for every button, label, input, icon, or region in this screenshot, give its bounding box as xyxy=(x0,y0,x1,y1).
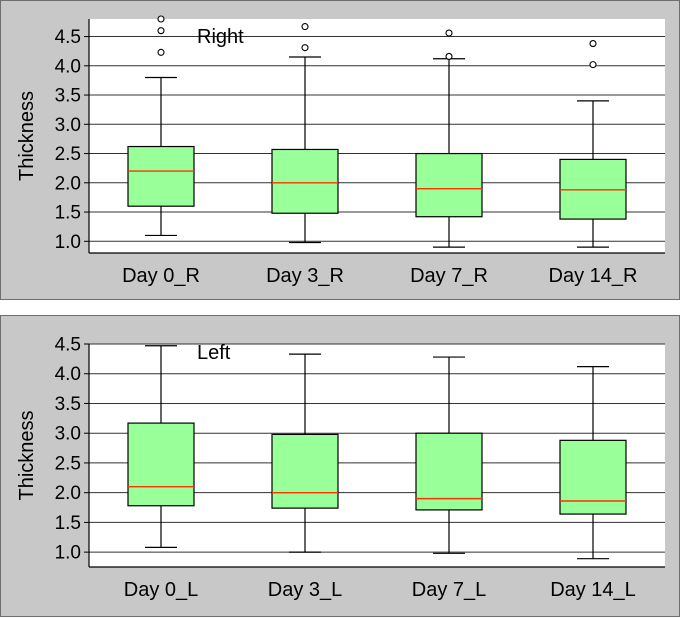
left-boxplot: 1.0 1.5 2.0 2.5 3.0 3.5 4.0 4.5 Thickness Left Day… xyxy=(16,335,665,601)
y-tick-label: 4.0 xyxy=(55,364,81,385)
y-axis-label: Thickness xyxy=(16,410,38,500)
outlier-point xyxy=(589,40,597,48)
y-tick-label: 4.5 xyxy=(55,335,81,356)
y-tick-label: 3.5 xyxy=(55,86,81,107)
y-tick-label: 1.5 xyxy=(55,203,81,224)
iqr-box xyxy=(271,148,339,214)
box-1 xyxy=(127,345,195,548)
y-tick-label: 1.0 xyxy=(55,543,81,564)
outlier-point xyxy=(445,52,453,60)
box-1 xyxy=(127,15,195,237)
x-category-label: Day 0_R xyxy=(122,265,200,287)
x-category-label: Day 14_L xyxy=(550,579,636,601)
iqr-box xyxy=(127,145,195,207)
y-tick-label: 3.0 xyxy=(55,424,81,445)
outlier-point xyxy=(589,61,597,69)
y-tick-label: 3.0 xyxy=(55,115,81,136)
iqr-box xyxy=(415,432,483,511)
y-tick-label: 3.5 xyxy=(55,394,81,415)
box-3 xyxy=(415,29,483,248)
right-chart-panel: 1.0 1.5 2.0 2.5 3.0 3.5 4.0 4.5 Thickness Right Da… xyxy=(0,0,680,300)
x-category-label: Day 7_L xyxy=(412,579,487,601)
x-category-label: Day 0_L xyxy=(124,579,199,601)
y-tick-label: 2.5 xyxy=(55,453,81,474)
left-chart-panel: 1.0 1.5 2.0 2.5 3.0 3.5 4.0 4.5 Thickness Left Day… xyxy=(0,315,680,617)
box-2 xyxy=(271,353,339,553)
y-tick-label: 1.5 xyxy=(55,513,81,534)
iqr-box xyxy=(415,152,483,218)
box-3 xyxy=(415,356,483,554)
right-boxplot: 1.0 1.5 2.0 2.5 3.0 3.5 4.0 4.5 Thickness Right Da… xyxy=(16,15,665,287)
iqr-box xyxy=(127,422,195,507)
y-tick-label: 2.0 xyxy=(55,483,81,504)
outlier-point xyxy=(445,29,453,37)
x-category-label: Day 3_L xyxy=(268,579,343,601)
x-category-label: Day 3_R xyxy=(266,265,344,287)
outlier-point xyxy=(301,23,309,31)
box-2 xyxy=(271,23,339,244)
chart-title: Left xyxy=(197,342,231,364)
y-tick-label: 4.5 xyxy=(55,27,81,48)
iqr-box xyxy=(559,439,627,515)
x-category-label: Day 7_R xyxy=(410,265,488,287)
iqr-box xyxy=(271,433,339,509)
outlier-point xyxy=(157,27,165,35)
box-4 xyxy=(559,365,627,560)
outlier-point xyxy=(157,15,165,23)
y-tick-label: 1.0 xyxy=(55,232,81,253)
chart-title: Right xyxy=(197,26,244,48)
outlier-point xyxy=(301,44,309,52)
x-category-label: Day 14_R xyxy=(549,265,638,287)
box-4 xyxy=(559,40,627,248)
y-tick-label: 2.5 xyxy=(55,144,81,165)
y-axis-label: Thickness xyxy=(16,91,38,181)
outlier-point xyxy=(157,48,165,56)
y-tick-label: 2.0 xyxy=(55,173,81,194)
y-tick-label: 4.0 xyxy=(55,56,81,77)
